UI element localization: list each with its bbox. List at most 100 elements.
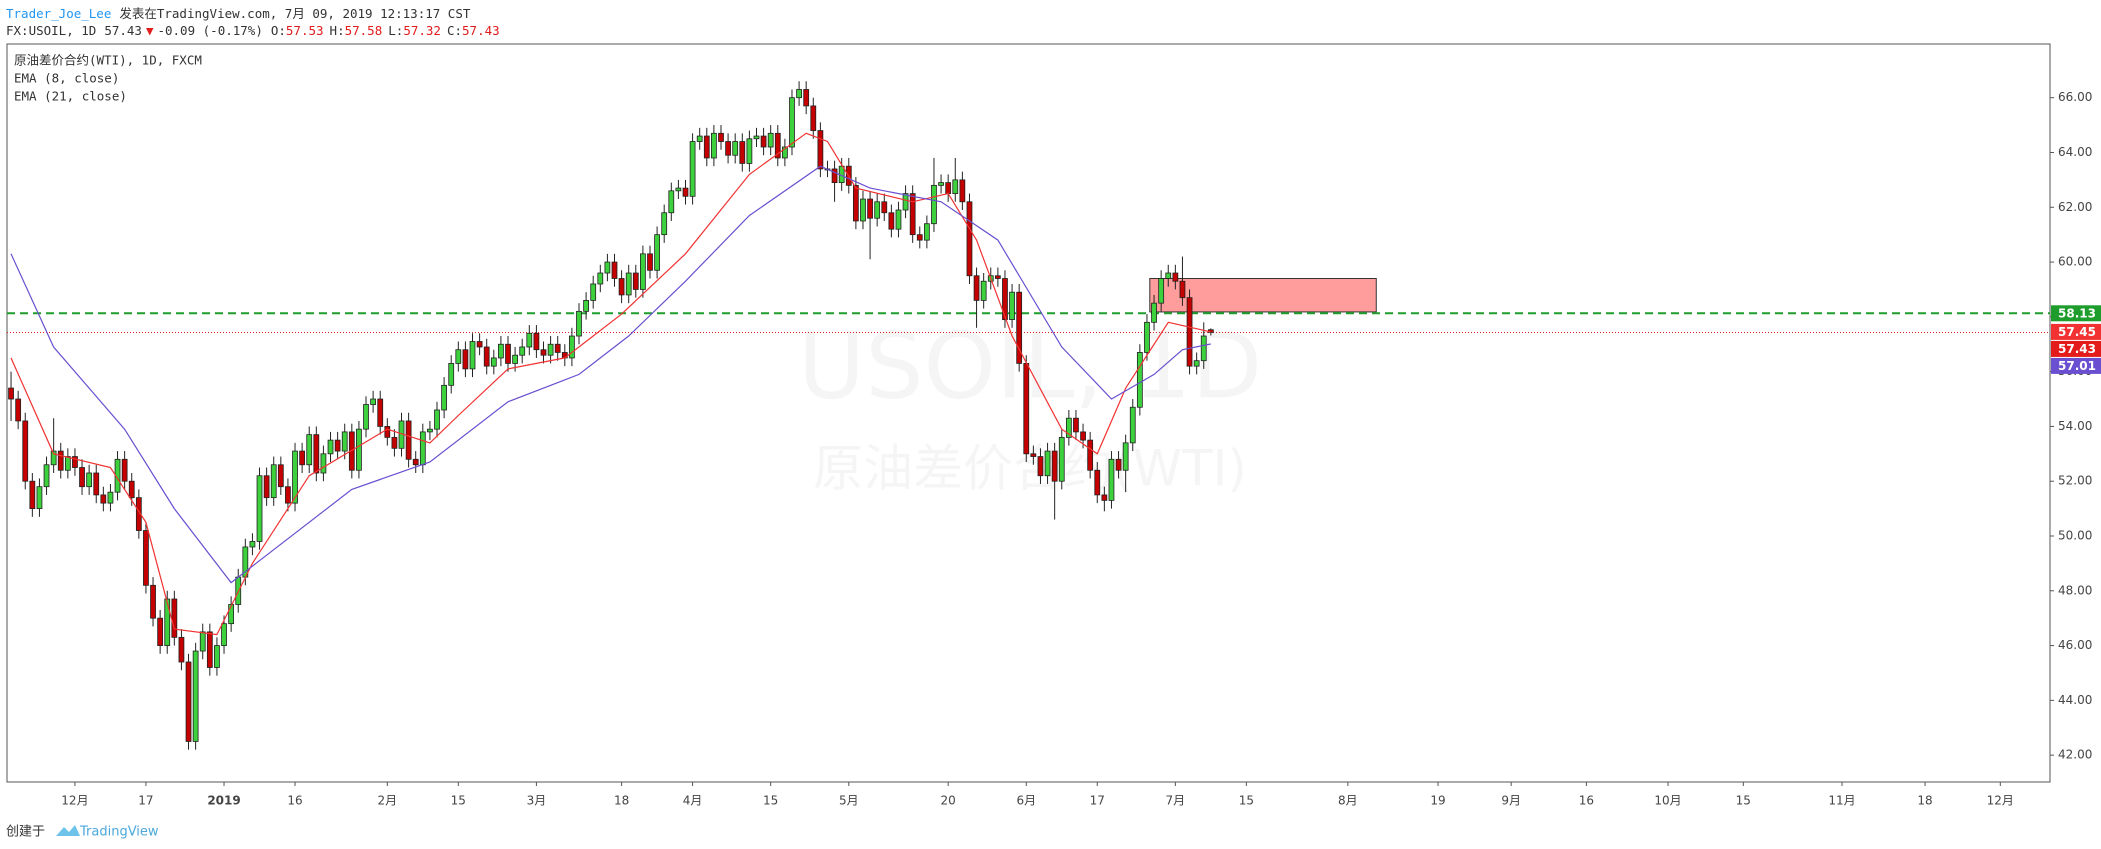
candle-body (1151, 302, 1157, 323)
legend-entry: EMA (8, close) (14, 71, 119, 86)
y-tick-label: 60.00 (2058, 255, 2092, 269)
price-tag-label: 58.13 (2058, 306, 2096, 320)
candle-body (462, 349, 469, 370)
candle-body (632, 272, 639, 290)
footer-brand[interactable]: TradingView (79, 825, 159, 840)
candle-body (696, 135, 703, 142)
x-tick-label: 15 (1239, 794, 1254, 808)
ohlc-label: C: (447, 23, 462, 38)
candle-body (781, 146, 788, 159)
candle-body (1058, 436, 1065, 482)
candle-body (640, 253, 646, 290)
candle-body (86, 472, 93, 488)
candle-body (576, 310, 582, 337)
candle-body (143, 530, 149, 586)
candle-body (192, 650, 199, 742)
candle-body (1129, 406, 1136, 444)
price: 57.43 (104, 23, 142, 38)
candle-body (661, 212, 668, 236)
candle-body (916, 234, 923, 241)
candle-body (370, 398, 377, 405)
candle-body (902, 193, 909, 211)
candle-body (29, 480, 36, 510)
candle-body (668, 190, 675, 214)
candle-body (909, 193, 916, 236)
ohlc-label: H: (330, 23, 345, 38)
x-tick-label: 16 (1579, 794, 1594, 808)
candle-body (569, 335, 575, 359)
candle-body (263, 475, 270, 499)
candle-body (427, 428, 433, 433)
candle-body (107, 491, 114, 504)
price-tag (2051, 340, 2101, 357)
candle-body (945, 182, 952, 194)
candle-body (611, 261, 618, 279)
candle-body (618, 278, 625, 296)
candle-body (1065, 417, 1072, 438)
candle-body (1136, 352, 1143, 408)
y-tick-label: 42.00 (2058, 748, 2092, 762)
candle-body (1023, 363, 1030, 455)
candle-body (277, 464, 284, 488)
candle-body (50, 450, 57, 466)
ohlc-label: O: (271, 23, 286, 38)
candle-body (725, 141, 731, 156)
author[interactable]: Trader_Joe_Lee (6, 6, 111, 21)
candle-body (391, 436, 398, 449)
candle-body (150, 584, 156, 619)
candle-body (15, 398, 22, 422)
candle-body (760, 135, 767, 148)
candle-body (1144, 321, 1150, 353)
x-tick-label: 15 (763, 794, 778, 808)
candle-body (852, 184, 859, 222)
candle-body (867, 198, 873, 219)
candle-body (789, 97, 795, 148)
candle-body (682, 187, 689, 197)
candle-body (952, 179, 959, 194)
candle-body (64, 456, 71, 471)
candle-body (647, 253, 653, 271)
candle-body (753, 135, 760, 140)
tv-logo[interactable] (56, 825, 80, 836)
candle-body (441, 384, 447, 411)
candle-body (597, 272, 604, 285)
candle-body (22, 420, 29, 482)
x-tick-label: 9月 (1501, 794, 1521, 808)
candle-body (412, 458, 419, 466)
candle-body (178, 636, 185, 663)
candle-body (966, 201, 973, 277)
x-tick-label: 15 (1736, 794, 1751, 808)
candle-body (455, 349, 462, 364)
x-tick-label: 6月 (1016, 794, 1036, 808)
x-tick-label: 16 (287, 794, 302, 808)
candle-body (519, 346, 526, 356)
ema-line (10, 165, 1211, 584)
ohlc-value: 57.32 (403, 23, 441, 38)
candle-body (1073, 417, 1079, 433)
candle-body (774, 132, 781, 159)
candle-body (1044, 450, 1051, 477)
candle-body (249, 541, 256, 548)
candle-body (540, 349, 547, 356)
candle-body (803, 89, 810, 107)
candle-body (405, 420, 412, 460)
candle-body (171, 598, 178, 638)
candle-body (1200, 335, 1207, 362)
candle-body (214, 645, 220, 668)
candle-body (448, 363, 455, 386)
x-tick-label: 4月 (683, 794, 703, 808)
candle-body (1030, 453, 1037, 457)
candle-body (206, 631, 213, 668)
x-tick-label: 17 (138, 794, 153, 808)
x-tick-label: 8月 (1338, 794, 1358, 808)
candle-body (419, 431, 426, 466)
candle-body (512, 354, 518, 364)
x-tick-label: 5月 (839, 794, 859, 808)
x-tick-label: 20 (941, 794, 956, 808)
ohlc-value: 57.53 (286, 23, 324, 38)
candle-body (931, 184, 937, 225)
axes: 42.0044.0046.0048.0050.0052.0054.0056.00… (61, 90, 2101, 808)
candle-body (1016, 291, 1023, 364)
x-tick-label: 11月 (1828, 794, 1855, 808)
